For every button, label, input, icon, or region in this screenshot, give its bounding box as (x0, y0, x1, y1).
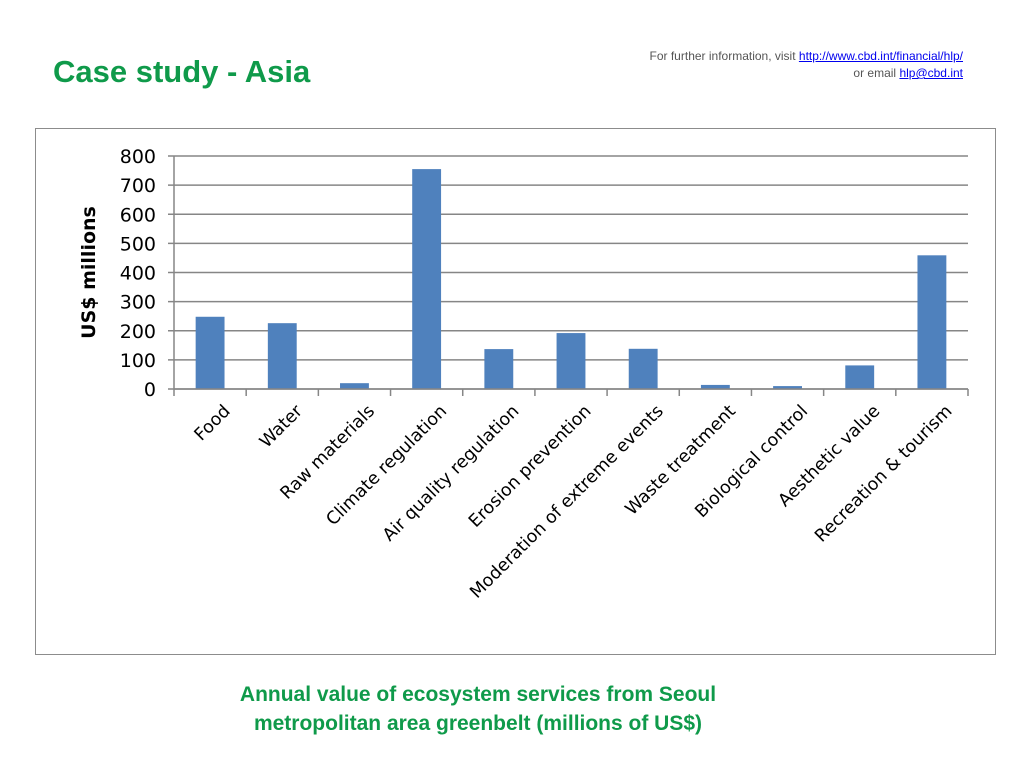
y-tick-label: 100 (120, 350, 156, 372)
x-tick-label: Water (256, 401, 307, 452)
x-tick-label: Recreation & tourism (811, 401, 956, 546)
x-tick-label: Erosion prevention (465, 401, 595, 531)
bar-3 (340, 383, 369, 389)
info-link[interactable]: http://www.cbd.int/financial/hlp/ (798, 49, 963, 63)
bar-4 (412, 169, 442, 389)
bar-10 (845, 365, 875, 389)
email-link[interactable]: hlp@cbd.int (899, 66, 963, 80)
info-block: For further information, visit http://ww… (650, 48, 963, 82)
bar-11 (917, 255, 947, 389)
info-prefix: For further information, visit (649, 49, 799, 63)
y-tick-label: 400 (120, 263, 156, 285)
y-tick-label: 0 (144, 379, 156, 401)
caption-line-2: metropolitan area greenbelt (millions of… (253, 712, 703, 735)
y-tick-label: 200 (120, 321, 156, 343)
chart-frame: 0 100 200 300 400 500 600 700 800 US$ millions Foo… (35, 128, 996, 655)
slide-title: Case study - Asia (53, 54, 311, 89)
chart-caption: Annual value of ecosystem services from … (0, 680, 956, 738)
bar-chart: 0 100 200 300 400 500 600 700 800 US$ millions Foo… (78, 146, 969, 603)
x-tick-label: Climate regulation (323, 401, 452, 530)
y-tick-label: 800 (120, 146, 156, 168)
y-axis-title: US$ millions (78, 206, 100, 339)
bar-2 (267, 323, 297, 389)
bar-6 (556, 333, 586, 389)
y-tick-label: 700 (120, 175, 156, 197)
email-line: or email hlp@cbd.int (650, 65, 963, 82)
x-tick-label: Air quality regulation (379, 401, 523, 545)
bar-9 (773, 386, 802, 389)
y-tick-label: 300 (120, 292, 156, 314)
bar-5 (484, 349, 514, 389)
y-tick-label: 600 (120, 204, 156, 226)
y-tick-label: 500 (120, 233, 156, 255)
bar-8 (700, 384, 730, 389)
x-tick-label: Food (191, 401, 235, 445)
bar-7 (628, 348, 658, 389)
caption-line-1: Annual value of ecosystem services from … (239, 683, 717, 706)
email-prefix: or email (853, 66, 900, 80)
bar-1 (195, 316, 225, 389)
info-line: For further information, visit http://ww… (650, 48, 963, 65)
